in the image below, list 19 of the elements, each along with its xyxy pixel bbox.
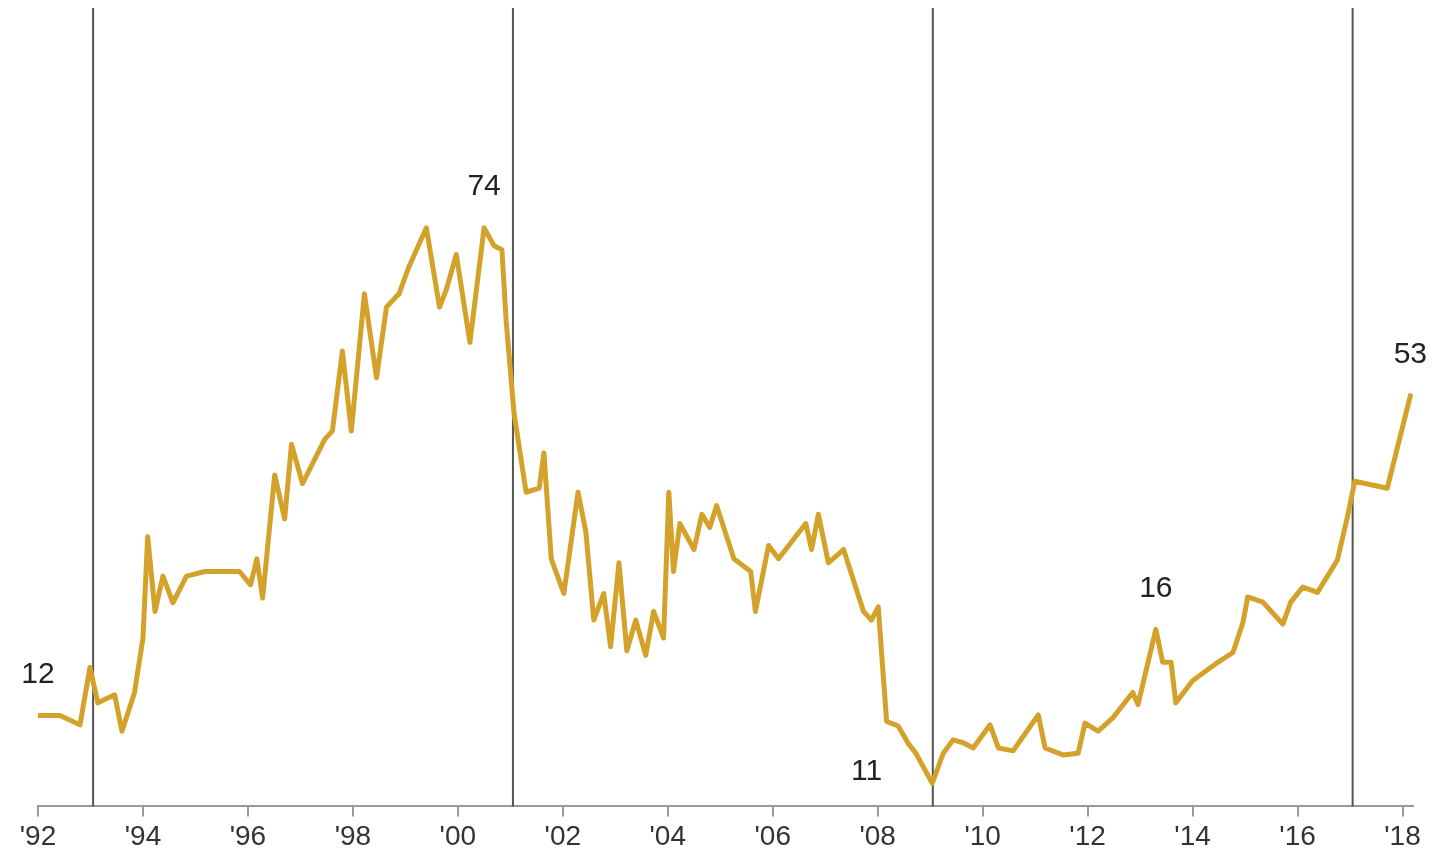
x-tick-label: '10: [964, 819, 1001, 851]
x-tick-label: '16: [1279, 819, 1316, 851]
x-tick-label: '02: [544, 819, 582, 851]
annotation: 12: [21, 655, 55, 689]
x-tick-label: '94: [124, 819, 162, 851]
x-tick-label: '14: [1174, 819, 1211, 851]
annotation: 11: [851, 752, 883, 786]
x-tick-label: '92: [19, 819, 57, 851]
x-tick-label: '18: [1384, 819, 1421, 851]
x-tick-label: '04: [649, 819, 687, 851]
x-tick-label: '06: [754, 819, 791, 851]
annotation: 74: [467, 168, 501, 202]
x-tick-label: '00: [439, 819, 477, 851]
x-tick-label: '12: [1069, 819, 1106, 851]
annotation: 16: [1139, 569, 1173, 603]
annotation: 53: [1393, 335, 1428, 369]
x-tick-label: '08: [859, 819, 896, 851]
x-tick-label: '98: [334, 819, 372, 851]
x-tick-label: '96: [229, 819, 267, 851]
